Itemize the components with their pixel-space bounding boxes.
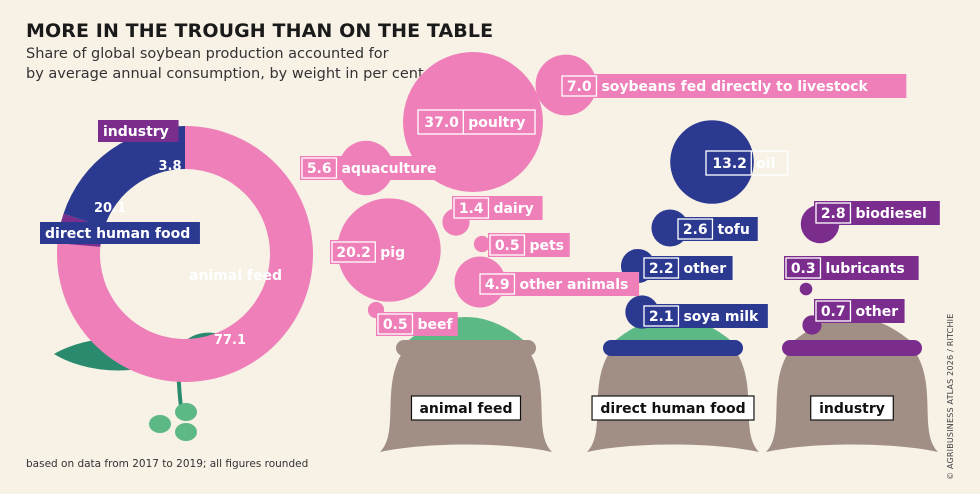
- bubble-name-feed-aquaculture: aquaculture: [341, 161, 436, 177]
- sack-direct-human-food: direct human food: [587, 317, 759, 452]
- bubble-value-feed-pig: 20.2: [336, 245, 371, 261]
- donut-chart: 77.1 3.8 20.1: [56, 126, 313, 382]
- sack-rim: [603, 340, 743, 356]
- label-layer: animal feed industry direct human food 7.0 s…: [40, 74, 940, 336]
- bubble-label-feed-poultry: 37.0 poultry: [417, 109, 536, 135]
- bubble-name-food-soya-milk: soya milk: [683, 309, 759, 325]
- sack-label-box: [810, 395, 894, 421]
- bubble-value-industry-lubricants: 0.3: [791, 261, 816, 277]
- bubble-label-food-tofu: 2.6 tofu: [676, 217, 758, 241]
- bubble-value-feed-pets: 0.5: [495, 238, 520, 254]
- sack-label-box: [591, 395, 755, 421]
- bubble-label-feed-pig: 20.2 pig: [330, 240, 412, 264]
- bubble-name-food-other: other: [683, 261, 726, 277]
- bubble-value-feed-poultry: 37.0: [424, 115, 459, 131]
- bubble-name-feed-pets: pets: [529, 238, 564, 254]
- bubble-label-feed-pets: 0.5 pets: [488, 233, 570, 257]
- sack-label-direct-human-food: direct human food: [600, 401, 745, 417]
- bubble-name-feed-soybeans-fed-directly-to-livestock: soybeans fed directly to livestock: [601, 79, 868, 95]
- bubble-label-food-other: 2.2 other: [642, 256, 733, 280]
- bubble-label-industry-biodiesel: 2.8 biodiesel: [814, 201, 940, 225]
- bubble-label-feed-beef: 0.5 beef: [376, 312, 458, 336]
- bubble-name-feed-beef: beef: [417, 317, 453, 333]
- bubble-value-feed-aquaculture: 5.6: [307, 161, 332, 177]
- bubble-industry-lubricants: [799, 282, 813, 296]
- donut-value-animal-feed: 77.1: [214, 333, 246, 348]
- sack-rim: [782, 340, 922, 356]
- bubble-name-food-oil: oil: [756, 156, 775, 172]
- sacks-layer: animal feed direct human food industry: [380, 317, 938, 452]
- bubble-label-food-soya-milk: 2.1 soya milk: [642, 304, 768, 328]
- sack-label-animal-feed: animal feed: [419, 401, 512, 417]
- soybean-bean-2: [175, 403, 197, 421]
- bubble-label-feed-soybeans-fed-directly-to-livestock: 7.0 soybeans fed directly to livestock: [560, 74, 907, 98]
- bubble-value-industry-biodiesel: 2.8: [821, 206, 846, 222]
- soybean-bean-3: [175, 423, 197, 441]
- svg-text:animal feed: animal feed: [189, 268, 282, 284]
- sack-animal-feed: animal feed: [380, 317, 552, 452]
- donut-slice-animal-feed: [56, 126, 313, 382]
- bubble-name-industry-other: other: [855, 304, 898, 320]
- footnote: based on data from 2017 to 2019; all fig…: [26, 458, 309, 470]
- donut-label-animal-feed: animal feed: [189, 268, 282, 284]
- sack-label-box: [410, 395, 522, 421]
- sack-rim: [396, 340, 536, 356]
- donut-label-direct-human-food: direct human food: [40, 222, 200, 244]
- bubble-food-oil: [670, 120, 754, 204]
- sack-label-industry: industry: [819, 401, 885, 417]
- bubble-label-feed-other-animals: 4.9 other animals: [478, 272, 640, 296]
- bubble-value-food-tofu: 2.6: [683, 222, 708, 238]
- bubble-label-feed-dairy: 1.4 dairy: [452, 196, 543, 220]
- bubble-value-food-oil: 13.2: [712, 156, 747, 172]
- bubble-value-food-soya-milk: 2.1: [649, 309, 674, 325]
- svg-text:direct human food: direct human food: [45, 226, 190, 242]
- bubble-value-feed-soybeans-fed-directly-to-livestock: 7.0: [567, 79, 592, 95]
- bubble-value-feed-other-animals: 4.9: [485, 277, 510, 293]
- chart-subtitle-line-1: Share of global soybean production accou…: [26, 46, 389, 62]
- bubble-name-feed-pig: pig: [380, 245, 405, 261]
- bubble-value-food-other: 2.2: [649, 261, 674, 277]
- chart-subtitle-line-2: by average annual consumption, by weight…: [26, 66, 424, 82]
- svg-text:industry: industry: [103, 124, 169, 140]
- bubble-label-feed-aquaculture: 5.6 aquaculture: [300, 156, 444, 180]
- donut-value-direct-human-food: 20.1: [94, 201, 126, 216]
- bubble-feed-pets: [473, 235, 491, 253]
- donut-slice-direct-human-food: [63, 126, 185, 228]
- bubble-name-industry-lubricants: lubricants: [825, 261, 904, 277]
- bubble-value-industry-other: 0.7: [821, 304, 846, 320]
- donut-label-industry: industry: [98, 120, 179, 142]
- bubble-label-industry-other: 0.7 other: [814, 299, 905, 323]
- donut-value-industry: 3.8: [158, 159, 181, 174]
- credit-line: © AGRIBUSINESS ATLAS 2026 / RITCHIE: [946, 313, 955, 480]
- bubble-name-feed-dairy: dairy: [493, 201, 533, 217]
- sack-industry: industry: [766, 317, 938, 452]
- bubble-name-feed-poultry: poultry: [468, 115, 525, 131]
- bubble-label-food-oil: 13.2 oil: [705, 150, 789, 176]
- soybean-bean-1: [149, 415, 171, 433]
- bubble-name-food-tofu: tofu: [717, 222, 749, 238]
- chart-title: MORE IN THE TROUGH THAN ON THE TABLE: [26, 20, 494, 42]
- bubble-value-feed-dairy: 1.4: [459, 201, 484, 217]
- bubble-name-industry-biodiesel: biodiesel: [855, 206, 926, 222]
- bubble-name-feed-other-animals: other animals: [519, 277, 628, 293]
- bubble-value-feed-beef: 0.5: [383, 317, 408, 333]
- bubble-label-industry-lubricants: 0.3 lubricants: [784, 256, 919, 280]
